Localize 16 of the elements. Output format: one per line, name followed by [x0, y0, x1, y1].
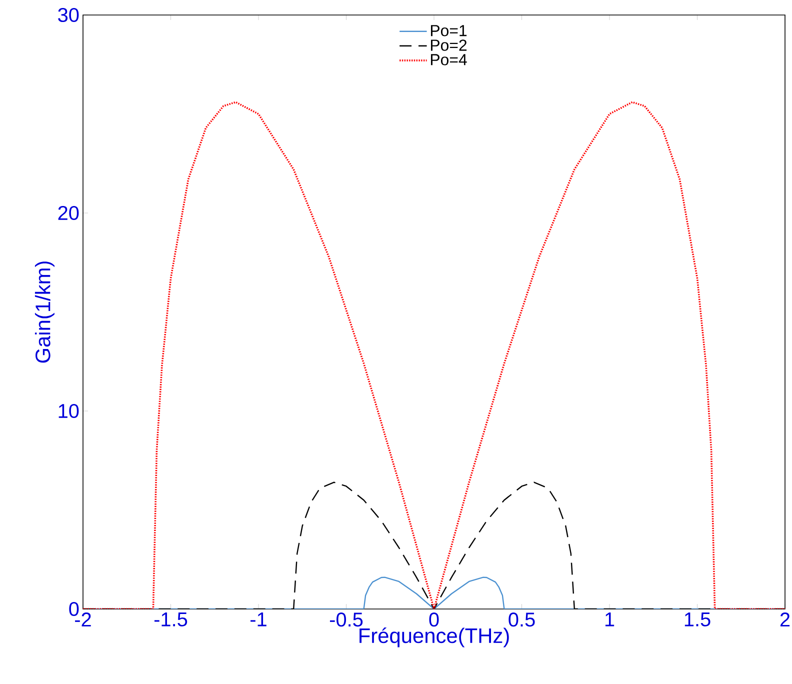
x-tick-label: -1	[250, 612, 266, 626]
x-tick-label: 0.5	[508, 612, 535, 627]
x-tick-label: 0	[429, 612, 439, 627]
legend-label: Po=4	[430, 54, 467, 66]
y-tick-label: 20	[58, 206, 79, 220]
x-axis-title: Fréquence(THz)	[360, 627, 509, 648]
x-tick-label: 1.5	[684, 612, 710, 626]
legend-label: Po=1	[430, 25, 467, 36]
x-tick-label: 1	[605, 612, 614, 626]
x-tick-label: -1.5	[154, 612, 188, 626]
x-tick-label: -0.5	[330, 612, 363, 627]
x-tick-label: 2	[780, 612, 790, 626]
y-tick-label: 30	[58, 8, 79, 22]
y-tick-label: 10	[58, 404, 79, 418]
legend-label: Po=2	[430, 40, 467, 51]
y-axis-title: Gain(1/km)	[34, 262, 54, 363]
